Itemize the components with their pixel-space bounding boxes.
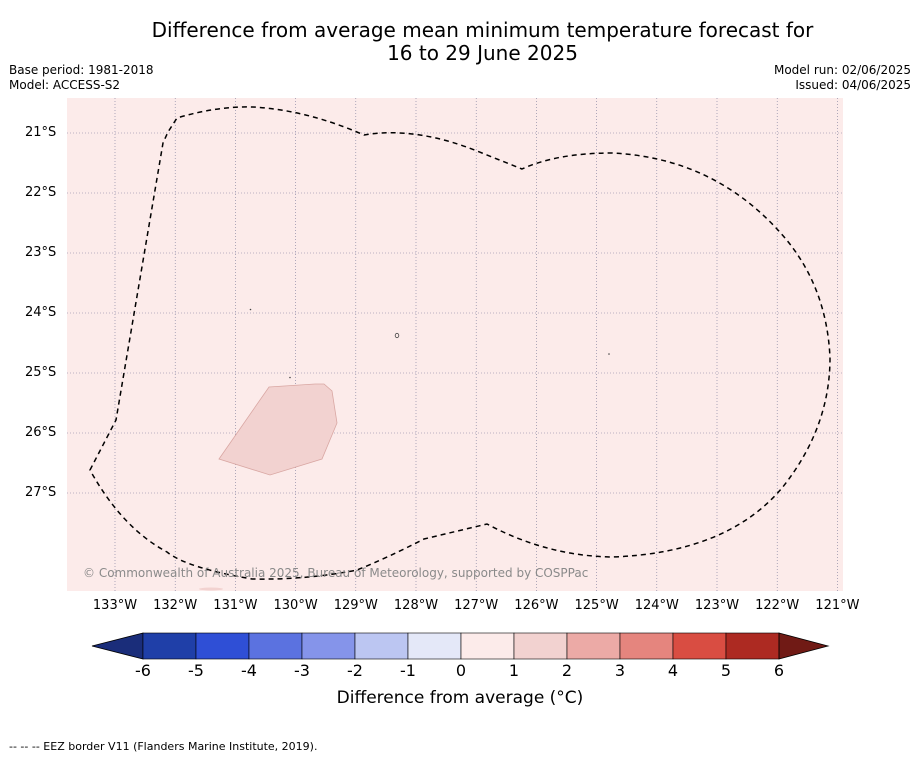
colorbar-tick-label: 0 xyxy=(455,661,467,680)
latitude-label: 25°S xyxy=(25,365,57,380)
colorbar-tick-label: -5 xyxy=(188,661,204,680)
colorbar-tick-label: 1 xyxy=(508,661,520,680)
base-period: Base period: 1981-2018 xyxy=(9,63,154,77)
colorbar-label: Difference from average (°C) xyxy=(336,688,584,708)
colorbar-under-arrow xyxy=(91,632,144,660)
colorbar-tick-label: 3 xyxy=(614,661,626,680)
island-3 xyxy=(394,332,400,339)
colorbar-segment xyxy=(672,632,727,660)
colorbar-tick-label: 5 xyxy=(720,661,732,680)
colorbar-segment xyxy=(619,632,674,660)
colorbar-tick-label: -4 xyxy=(241,661,257,680)
colorbar-segment xyxy=(725,632,780,660)
longitude-label: 130°W xyxy=(273,598,318,613)
colorbar-segment xyxy=(460,632,515,660)
latitude-label: 22°S xyxy=(25,185,57,200)
forecast-map xyxy=(67,98,843,591)
colorbar-tick-label: 6 xyxy=(773,661,785,680)
colorbar-tick-label: 2 xyxy=(561,661,573,680)
colorbar-tick-label: -3 xyxy=(294,661,310,680)
colorbar-segment xyxy=(248,632,303,660)
model-name: Model: ACCESS-S2 xyxy=(9,78,121,92)
island-4 xyxy=(608,353,610,355)
latitude-label: 26°S xyxy=(25,425,57,440)
latitude-label: 24°S xyxy=(25,305,57,320)
longitude-label: 122°W xyxy=(755,598,800,613)
latitude-label: 27°S xyxy=(25,485,57,500)
island-2 xyxy=(289,376,291,379)
colorbar-segment xyxy=(566,632,621,660)
longitude-label: 128°W xyxy=(393,598,439,613)
island-1 xyxy=(249,308,252,311)
map-title-line2: 16 to 29 June 2025 xyxy=(387,41,578,65)
colorbar-segment xyxy=(142,632,197,660)
longitude-label: 131°W xyxy=(213,598,258,613)
eez-footnote: -- -- -- EEZ border V11 (Flanders Marine… xyxy=(9,740,318,753)
longitude-label: 127°W xyxy=(454,598,499,613)
colorbar-over-arrow xyxy=(778,632,830,660)
meta-right: Model run: 02/06/2025 Issued: 04/06/2025 xyxy=(774,63,911,93)
latitude-label: 23°S xyxy=(25,245,57,260)
longitude-label: 133°W xyxy=(92,598,138,613)
colorbar-tick-label: -6 xyxy=(135,661,151,680)
colorbar-segment xyxy=(195,632,250,660)
eez-border xyxy=(89,106,831,580)
islands xyxy=(199,308,610,591)
longitude-label: 121°W xyxy=(815,598,860,613)
island-5 xyxy=(199,587,223,591)
colorbar xyxy=(91,632,830,660)
copyright-text: © Commonwealth of Australia 2025, Bureau… xyxy=(83,566,589,580)
model-run: Model run: 02/06/2025 xyxy=(773,63,911,77)
colorbar-segment xyxy=(354,632,409,660)
map-title-line1: Difference from average mean minimum tem… xyxy=(151,18,814,42)
colorbar-tick-label: -2 xyxy=(347,661,363,680)
colorbar-segment xyxy=(407,632,462,660)
longitude-label: 126°W xyxy=(514,598,559,613)
longitude-label: 124°W xyxy=(634,598,679,613)
longitude-label: 123°W xyxy=(694,598,740,613)
colorbar-segment xyxy=(301,632,356,660)
colorbar-segment xyxy=(513,632,568,660)
latitude-label: 21°S xyxy=(25,125,57,140)
longitude-label: 129°W xyxy=(333,598,378,613)
colorbar-tick-label: -1 xyxy=(400,661,416,680)
colorbar-tick-label: 4 xyxy=(667,661,679,680)
anomaly-patch xyxy=(218,383,338,476)
map-background xyxy=(67,98,843,591)
meta-left: Base period: 1981-2018 Model: ACCESS-S2 xyxy=(9,63,154,93)
gridlines xyxy=(67,98,843,591)
longitude-label: 132°W xyxy=(153,598,198,613)
longitude-label: 125°W xyxy=(574,598,619,613)
issued-date: Issued: 04/06/2025 xyxy=(795,78,911,92)
